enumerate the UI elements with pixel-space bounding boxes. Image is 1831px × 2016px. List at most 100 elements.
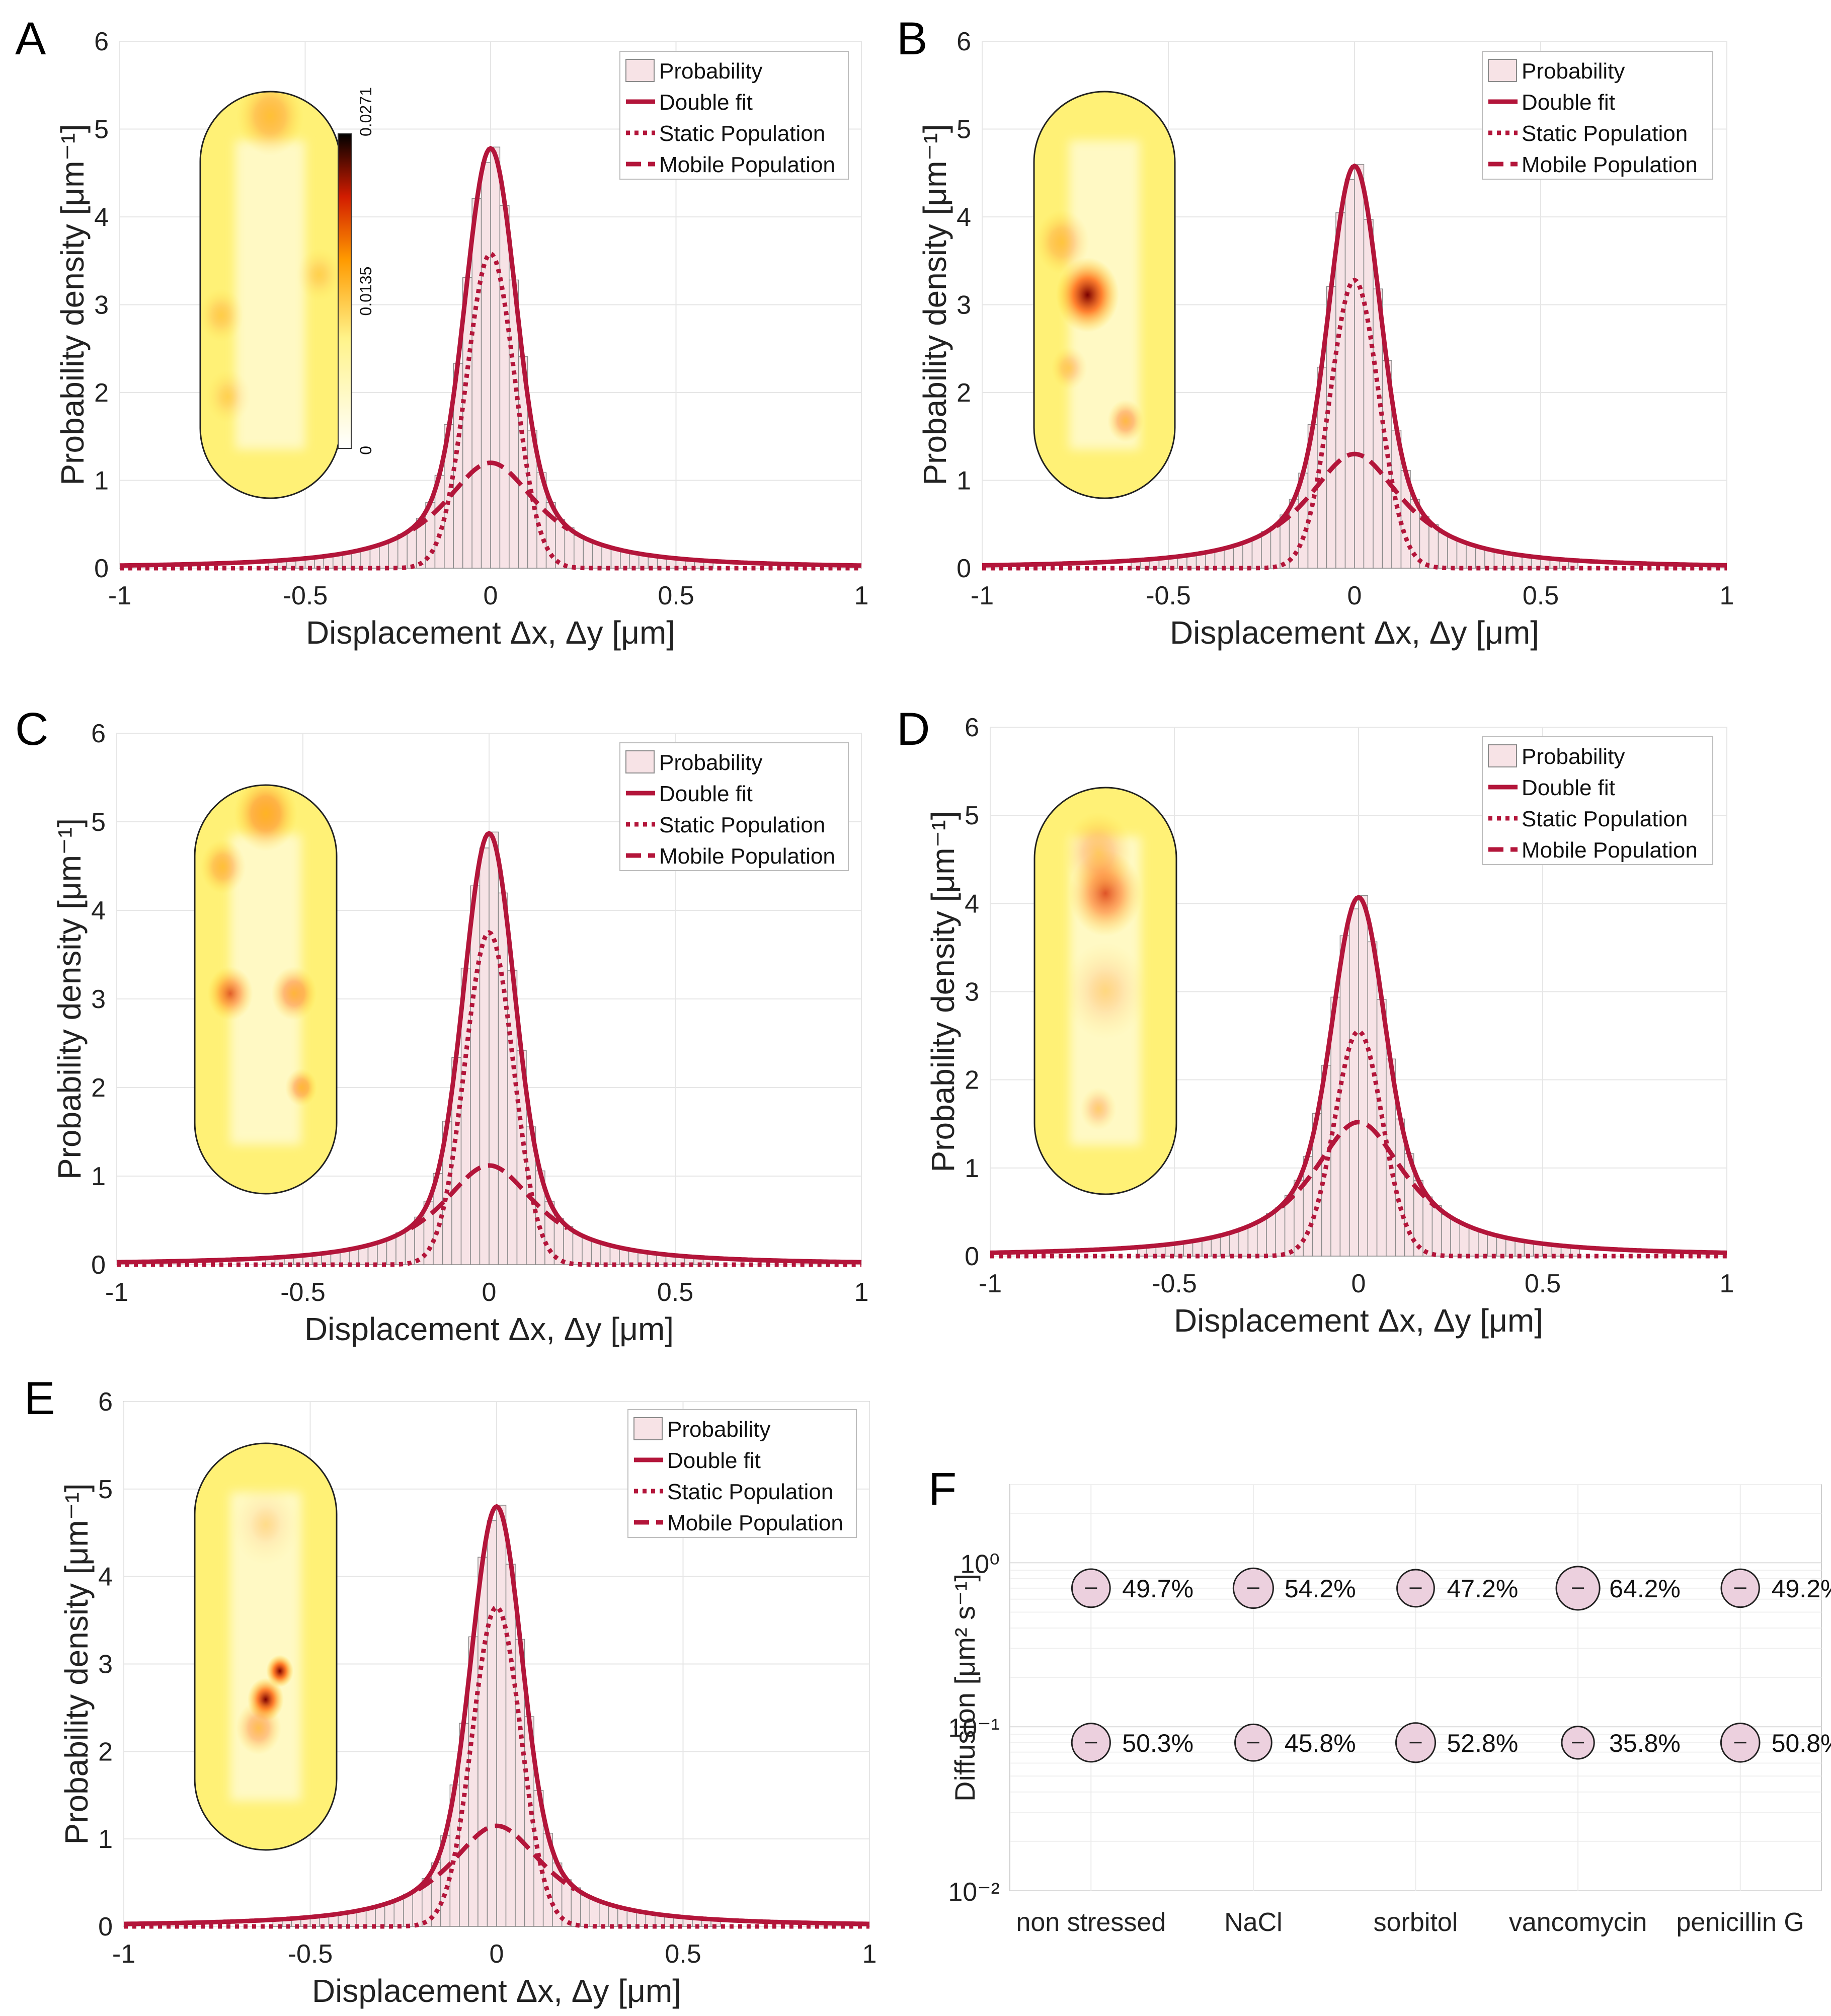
histogram-bar [1247, 1224, 1258, 1257]
histogram-bar [499, 205, 510, 569]
y-tick-label: 5 [91, 808, 106, 837]
cell-hotspot [231, 1484, 300, 1565]
histogram-bar [397, 533, 408, 569]
histogram-bar [405, 1227, 415, 1265]
legend: Probability Double fit Static Population Mo… [1482, 51, 1713, 180]
legend-label: Double fit [1522, 90, 1615, 115]
panel-F: F 10⁻² 10⁻¹ 10⁰ non stressed NaCl sorbitol vanc… [928, 1463, 1831, 1937]
histogram-bar [1294, 1180, 1304, 1257]
histogram-bar [1367, 941, 1378, 1257]
population-fraction-label: 54.2% [1285, 1575, 1356, 1603]
cell-hotspot [200, 839, 246, 894]
histogram-bar [1447, 536, 1458, 569]
cell-hotspot [271, 966, 317, 1021]
population-fraction-label: 49.7% [1122, 1575, 1193, 1603]
histogram-bar [1348, 908, 1359, 1257]
histogram-bar [393, 1899, 404, 1927]
histogram-bar [572, 1233, 583, 1265]
histogram-bar [377, 1240, 387, 1265]
static-population-curve [117, 929, 861, 1267]
histogram-bar [1459, 1223, 1470, 1257]
y-tick-label: 4 [957, 203, 971, 232]
histogram-bar [580, 1895, 590, 1927]
cell-hotspot [1064, 812, 1133, 893]
x-tick-label: 0 [490, 1940, 504, 1969]
legend-label: Double fit [667, 1448, 761, 1473]
histogram-bar [412, 1889, 423, 1927]
legend: Probability Double fit Static Population Mo… [1482, 736, 1713, 865]
histogram-bar [1456, 540, 1467, 569]
legend: Probability Double fit Static Population Mo… [627, 1409, 857, 1538]
histogram-bar [1354, 164, 1365, 569]
x-axis-label: Displacement Δx, Δy [μm] [306, 614, 675, 651]
legend-label: Static Population [667, 1480, 833, 1504]
y-tick-label: 0 [957, 554, 971, 583]
population-fraction-label: 64.2% [1609, 1575, 1681, 1603]
histogram-bar [470, 885, 481, 1265]
cell-inset [1034, 788, 1176, 1194]
y-axis-label: Probability density [μm⁻¹] [925, 811, 961, 1173]
y-tick-label: 1 [965, 1154, 979, 1183]
legend-label: Double fit [659, 90, 753, 115]
double-fit-curve [116, 830, 862, 1265]
panel-D: D 0 1 2 3 4 5 6 -1 -0.5 0 0.5 1 Displacement Δx, Δy [… [897, 704, 1734, 1339]
y-tick-label: 2 [965, 1066, 979, 1095]
cell-hotspot [1080, 1087, 1117, 1131]
x-category-label: NaCl [1224, 1908, 1283, 1937]
cell-inset [200, 92, 340, 498]
double-fit-curve [982, 163, 1727, 568]
legend-label: Double fit [1522, 776, 1615, 800]
y-tick-label: 6 [91, 719, 106, 748]
y-tick-label: 6 [94, 27, 109, 56]
y-tick-label: 0 [91, 1251, 106, 1280]
x-tick-label: -1 [971, 581, 994, 610]
histogram-bar [1422, 1196, 1433, 1257]
panel-letter: F [928, 1463, 957, 1515]
x-tick-label: -1 [105, 1278, 128, 1307]
legend-label: Static Population [1522, 807, 1688, 831]
histogram-bar [574, 535, 584, 569]
legend-label: Static Population [659, 121, 825, 146]
histogram-bar [379, 543, 389, 569]
static-population-curve [120, 251, 861, 571]
legend-label: Probability [1522, 59, 1625, 84]
legend-swatch-probability [1488, 744, 1517, 767]
histogram-bar [1468, 1228, 1479, 1257]
cell-hotspot [285, 1068, 317, 1107]
histogram-bar [388, 539, 399, 569]
histogram-bar [1358, 895, 1369, 1257]
y-tick-label: 3 [94, 291, 109, 320]
legend-label: Probability [659, 750, 762, 775]
y-axis-label: Probability density [μm⁻¹] [54, 124, 91, 486]
histogram-bar [490, 146, 501, 569]
x-axis-label: Displacement Δx, Δy [μm] [304, 1311, 674, 1347]
mobile-population-curve [410, 1163, 569, 1230]
histogram-bar [1261, 531, 1271, 569]
double-fit-curve [990, 895, 1727, 1255]
x-tick-label: 0.5 [1523, 581, 1559, 610]
population-fraction-label: 50.3% [1122, 1729, 1193, 1757]
x-tick-label: 1 [854, 1278, 869, 1307]
histogram-bar [471, 198, 482, 569]
legend-label: Static Population [659, 813, 825, 837]
cell-hotspot [206, 370, 251, 423]
y-tick-label: 4 [91, 896, 106, 925]
x-axis-label: Displacement Δx, Δy [μm] [312, 1973, 681, 2009]
y-tick-label: 4 [98, 1563, 113, 1592]
histogram-bar [1344, 179, 1355, 569]
x-category-label: sorbitol [1374, 1908, 1458, 1937]
x-tick-label: 0.5 [658, 581, 694, 610]
y-tick-label: 3 [957, 291, 971, 320]
histogram-bar [1266, 1213, 1277, 1257]
histogram [1131, 164, 1578, 569]
histogram-bar [487, 1520, 497, 1927]
y-axis-label: Probability density [μm⁻¹] [917, 124, 953, 486]
x-tick-label: 0 [484, 581, 498, 610]
x-tick-label: 0 [1347, 581, 1362, 610]
histogram-bar [589, 1898, 600, 1927]
legend-label: Mobile Population [659, 152, 835, 177]
cell-inset [195, 1443, 337, 1850]
y-tick-label: 0 [94, 554, 109, 583]
population-fraction-label: 52.8% [1447, 1729, 1519, 1757]
